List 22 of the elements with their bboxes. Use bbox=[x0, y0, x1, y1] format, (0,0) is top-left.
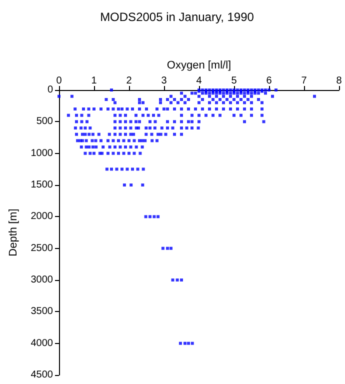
y-tick-label: 4500 bbox=[30, 370, 54, 380]
y-tick-label: 2000 bbox=[30, 211, 54, 222]
y-tick-label: 1500 bbox=[30, 180, 54, 190]
y-tick-label: 500 bbox=[36, 116, 54, 128]
y-tick-label: 3500 bbox=[30, 306, 54, 318]
x-tick-label: 5 bbox=[231, 76, 238, 86]
y-tick-label: 0 bbox=[47, 84, 54, 96]
x-tick-label: 7 bbox=[301, 76, 308, 86]
x-tick-label: 4 bbox=[196, 76, 202, 86]
x-tick-label: 3 bbox=[161, 76, 168, 86]
y-tick-label: 3000 bbox=[30, 274, 54, 286]
x-tick-label: 1 bbox=[91, 76, 98, 86]
chart-title: MODS2005 in January, 1990 bbox=[100, 10, 254, 24]
y-tick-label: 4000 bbox=[30, 338, 54, 349]
y-tick-label: 1000 bbox=[30, 148, 54, 159]
x-tick-label: 8 bbox=[336, 76, 342, 86]
x-tick-label: 6 bbox=[266, 76, 272, 86]
x-tick-label: 0 bbox=[56, 76, 62, 86]
x-axis-title: Oxygen [ml/l] bbox=[166, 60, 232, 72]
x-tick-label: 2 bbox=[126, 76, 132, 86]
y-axis-title: Depth [m] bbox=[8, 208, 20, 256]
y-tick-label: 2500 bbox=[30, 242, 54, 254]
